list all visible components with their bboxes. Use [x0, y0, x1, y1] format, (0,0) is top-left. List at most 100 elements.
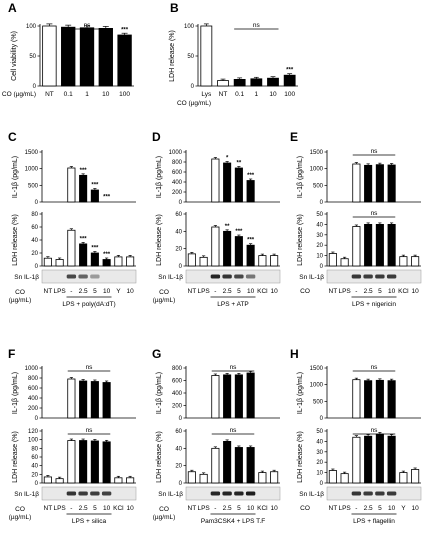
blot-band [210, 491, 221, 496]
bar [223, 230, 232, 267]
y-tick-label: 0 [320, 416, 324, 422]
co-row-label: 5 [93, 288, 97, 295]
significance-marker: *** [80, 236, 88, 242]
y-tick-label: 10 [316, 471, 323, 477]
blot-band [222, 274, 232, 279]
y-tick-label: 0 [320, 264, 324, 270]
blot-background [185, 486, 281, 501]
blot-strip [41, 486, 137, 501]
co-row-label: 2.5 [223, 288, 232, 295]
significance-marker: * [226, 156, 229, 162]
bar [223, 440, 232, 484]
y-tick-label: 30 [316, 233, 323, 239]
co-row-label: - [214, 288, 216, 295]
ns-label: ns [371, 148, 379, 155]
blot-strip [185, 269, 281, 284]
co-row-label: 5 [237, 288, 241, 295]
y-tick-label: 1000 [169, 150, 183, 156]
blot-background [326, 269, 422, 284]
y-tick-label: 20 [175, 464, 182, 470]
y-tick-label: 20 [316, 460, 323, 466]
significance-marker: ** [237, 161, 242, 167]
bar [79, 440, 88, 484]
x-axis-label: CO (µg/mL) [177, 100, 211, 107]
x-category-label: 10 [269, 91, 277, 98]
y-tick-label: 0 [320, 200, 324, 206]
co-row-label: 2.5 [79, 505, 88, 512]
blot-band [222, 491, 232, 496]
blot-band [101, 491, 112, 496]
bar [90, 252, 99, 267]
ns-label: ns [371, 364, 379, 371]
co-row-label: 10 [103, 288, 111, 295]
panel-label-c: C [8, 130, 17, 144]
y-axis-label: IL-1β (pg/mL) [156, 156, 163, 198]
y-tick-label: 10 [316, 254, 323, 260]
bar [250, 78, 263, 87]
co-row-label: - [70, 288, 72, 295]
co-row-label: - [355, 288, 357, 295]
bar [114, 477, 123, 484]
blot-band [245, 274, 256, 279]
y-tick-label: 0 [191, 84, 195, 90]
significance-marker: *** [247, 173, 255, 179]
blot-label: Sn IL-1β [158, 491, 183, 498]
significance-marker: *** [235, 229, 243, 235]
bar [126, 477, 135, 484]
panel-b-chart: 0 50 100 LDH release (%) *** ns [169, 22, 298, 90]
significance-marker: *** [103, 252, 111, 258]
bar [328, 253, 337, 267]
bar [102, 441, 111, 484]
bar [411, 469, 420, 484]
blot-background [185, 269, 281, 284]
y-tick-label: 500 [313, 399, 324, 405]
bar [364, 435, 373, 484]
y-tick-label: 0 [320, 481, 324, 487]
blot-band [363, 274, 373, 279]
panel-label-h: H [290, 347, 299, 361]
bar [352, 436, 361, 484]
bar [55, 478, 64, 484]
bar [328, 470, 337, 484]
bar [114, 256, 123, 267]
y-axis-label: LDH release (%) [156, 431, 163, 483]
y-tick-label: 120 [28, 429, 39, 435]
bar [246, 180, 255, 203]
y-tick-label: 400 [28, 396, 39, 402]
y-axis-label: IL-1β (pg/mL) [12, 372, 19, 414]
ns-label: ns [86, 427, 94, 434]
bar [340, 473, 349, 484]
y-tick-label: 0 [35, 481, 39, 487]
co-label: CO [159, 506, 169, 513]
treatment-label: LPS + ATP [217, 301, 249, 308]
y-tick-label: 40 [31, 238, 38, 244]
bar [387, 223, 396, 267]
co-row-label: 2.5 [223, 505, 232, 512]
co-row-label: 5 [237, 505, 241, 512]
y-tick-label: 100 [28, 438, 39, 444]
co-label: CO [159, 289, 169, 296]
treatment-label: LPS + flagellin [353, 518, 395, 525]
panel-a-chart: 0 50 100 Cell viability (%) *** ns [11, 22, 134, 90]
blot-strip [41, 269, 137, 284]
bar [364, 380, 373, 419]
significance-marker: *** [121, 28, 129, 34]
y-tick-label: 0 [179, 264, 183, 270]
blot-background [41, 269, 137, 284]
co-label: CO [300, 505, 310, 512]
y-axis-label: IL-1β (pg/mL) [297, 156, 304, 198]
y-tick-label: 0 [179, 416, 183, 422]
co-row-label: 10 [388, 288, 396, 295]
x-category-label: NT [219, 91, 228, 98]
co-row-label: 2.5 [364, 288, 373, 295]
bar [258, 472, 267, 484]
bar [352, 226, 361, 267]
bar [387, 164, 396, 203]
bar [42, 25, 57, 87]
panel-label-e: E [290, 130, 298, 144]
y-tick-label: 200 [28, 406, 39, 412]
blot-band [375, 491, 385, 496]
co-row-label: NT [188, 288, 197, 295]
co-row-label: 5 [378, 288, 382, 295]
bar [90, 440, 99, 484]
